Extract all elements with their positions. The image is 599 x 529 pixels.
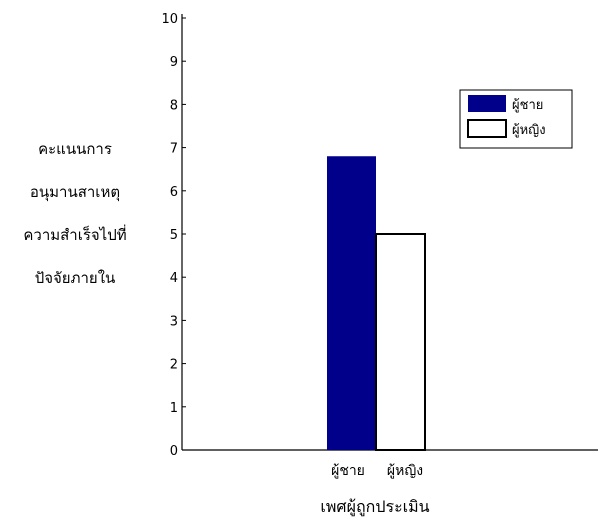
legend-swatch-male xyxy=(468,95,506,112)
legend-label-female: ผู้หญิง xyxy=(512,123,546,138)
y-axis-label-line-2: อนุมานสาเหตุ xyxy=(29,183,121,201)
y-axis-label-line-3: ความสำเร็จไปที่ xyxy=(23,226,127,244)
y-tick-label: 3 xyxy=(170,314,178,329)
legend-label-male: ผู้ชาย xyxy=(512,98,543,113)
bar-male xyxy=(327,156,376,451)
x-tick-label: ผู้หญิง xyxy=(387,463,423,479)
axes: 0 1 2 3 4 5 6 7 8 9 10 xyxy=(161,12,598,459)
y-tick-label: 0 xyxy=(170,444,178,459)
y-tick-label: 6 xyxy=(170,185,178,200)
y-axis-label-line-4: ปัจจัยภายใน xyxy=(34,269,116,287)
y-tick-label: 2 xyxy=(170,358,178,373)
y-tick-label: 1 xyxy=(170,401,178,416)
y-tick-label: 4 xyxy=(170,271,178,286)
y-tick-label: 7 xyxy=(170,142,178,157)
y-tick-label: 10 xyxy=(161,12,178,27)
x-tick-label: ผู้ชาย xyxy=(331,463,365,479)
y-axis-label: คะแนนการ อนุมานสาเหตุ ความสำเร็จไปที่ ปั… xyxy=(0,128,150,300)
x-axis-title: เพศผู้ถูกประเมิน xyxy=(320,497,429,517)
y-tick-label: 8 xyxy=(170,98,178,113)
y-tick-label: 9 xyxy=(170,55,178,70)
y-axis-label-line-1: คะแนนการ xyxy=(38,140,112,158)
bar-female xyxy=(375,233,426,451)
legend-swatch-female xyxy=(467,119,507,138)
y-tick-label: 5 xyxy=(170,228,178,243)
bars xyxy=(327,156,426,451)
